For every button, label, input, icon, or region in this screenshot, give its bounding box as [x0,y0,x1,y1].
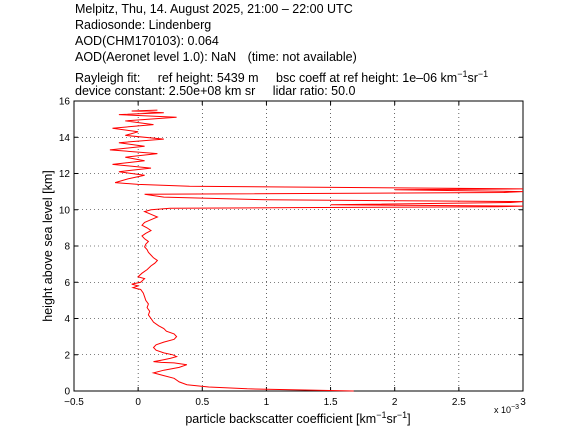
bsc-coeff-sup-1: −1 [457,69,468,79]
y-tick-label: 0 [64,387,70,398]
x-axis-label-base: particle backscatter coefficient [km [185,412,376,426]
bsc-coeff-base: bsc coeff at ref height: 1e–06 km [276,71,458,86]
x-axis-label-sup-1: −1 [376,410,386,420]
x-exponent-power: −3 [511,404,519,411]
backscatter-profile-line [109,109,524,392]
x-tick-label: 2.5 [452,397,466,408]
ref-height-text: ref height: 5439 m [157,71,259,86]
x-exponent-label: x 10−3 [494,404,519,415]
chart-title-line-6: device constant: 2.50e+08 km sr lidar ra… [75,84,355,98]
y-tick-label: 8 [64,242,70,253]
x-tick-label: 0.5 [195,397,209,408]
chart-title-line-4: AOD(Aeronet level 1.0): NaN (time: not a… [75,50,357,64]
y-tick-label: 2 [64,350,70,361]
y-tick-label: 16 [59,97,71,108]
y-tick-label: 10 [59,205,71,216]
x-exponent-base: x 10 [494,405,511,415]
y-tick-label: 4 [64,314,70,325]
y-tick-label: 6 [64,278,70,289]
chart-title-line-2: Radiosonde: Lindenberg [75,18,212,32]
bsc-coeff-sr: sr [467,71,478,86]
x-axis-label: particle backscatter coefficient [km−1sr… [185,410,410,426]
y-tick-label: 14 [59,133,71,144]
x-tick-label: 1.5 [324,397,338,408]
x-axis-label-sup-2: −1 [397,410,407,420]
x-tick-label: 1 [264,397,270,408]
x-tick-label: 3 [520,397,526,408]
x-tick-label: 0 [135,397,141,408]
x-tick-label: 2 [392,397,398,408]
y-tick-label: 12 [59,169,71,180]
y-axis-label: height above sea level [km] [41,170,55,321]
grid-lines [74,101,523,391]
bsc-coeff-text: bsc coeff at ref height: 1e–06 km−1sr−1 [276,69,489,86]
chart-title-line-1: Melpitz, Thu, 14. August 2025, 21:00 – 2… [75,2,353,16]
device-constant-text: device constant: 2.50e+08 km sr [75,84,256,98]
chart-title-line-5: Rayleigh fit: ref height: 5439 m bsc coe… [75,67,488,85]
x-axis-label-end: ] [407,412,410,426]
rayleigh-fit-label: Rayleigh fit: [75,71,141,86]
x-tick-label: −0.5 [64,397,84,408]
lidar-ratio-text: lidar ratio: 50.0 [272,84,356,98]
chart-title-line-3: AOD(CHM170103): 0.064 [75,34,219,48]
aeronet-time-text: (time: not available) [247,50,357,64]
aod-aeronet-text: AOD(Aeronet level 1.0): NaN [75,50,237,64]
x-axis-label-sr: sr [386,412,396,426]
bsc-coeff-sup-2: −1 [477,69,489,79]
